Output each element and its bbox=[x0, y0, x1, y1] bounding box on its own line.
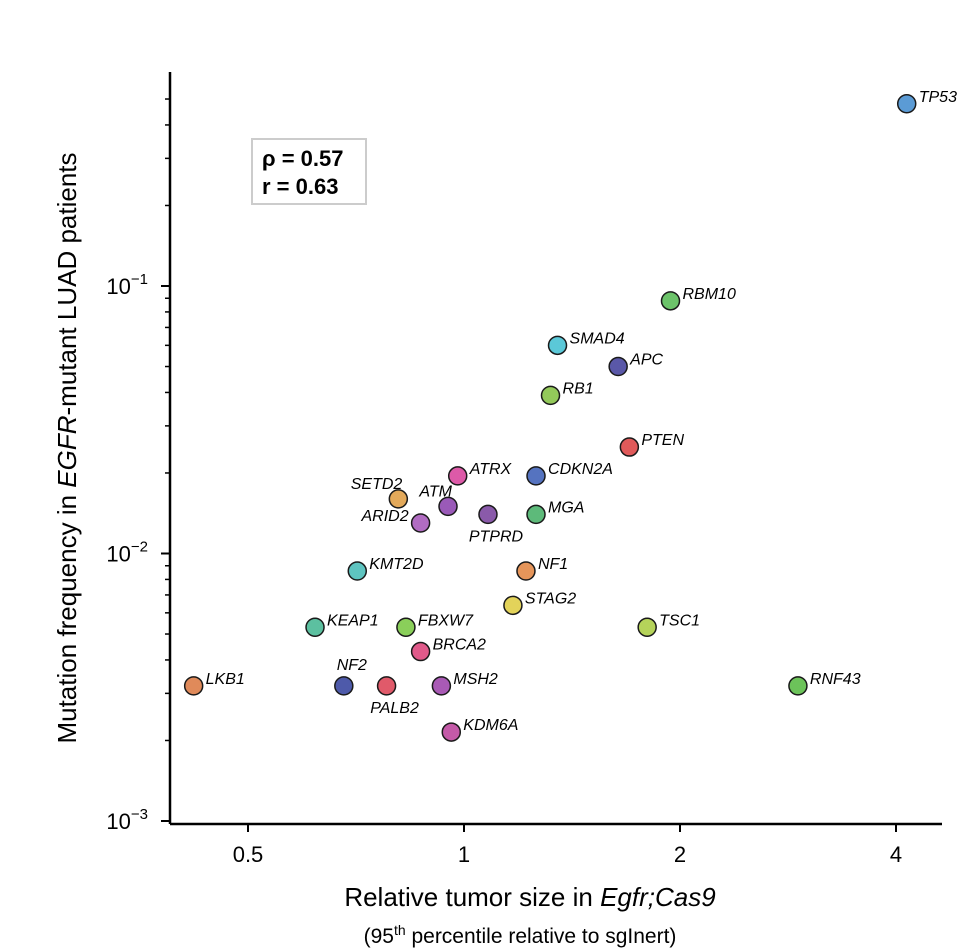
point-arid2 bbox=[410, 513, 431, 533]
y-tick-label: 10−1 bbox=[106, 271, 148, 299]
point-atrx bbox=[447, 466, 468, 486]
point-label-stag2: STAG2 bbox=[525, 590, 576, 607]
point-label-brca2: BRCA2 bbox=[433, 637, 486, 654]
point-mga bbox=[526, 504, 546, 525]
point-label-lkb1: LKB1 bbox=[206, 671, 245, 688]
point-fbxw7 bbox=[396, 617, 416, 638]
x-tick-label: 4 bbox=[890, 842, 902, 867]
pearson-stat: r = 0.63 bbox=[262, 174, 338, 199]
point-brca2 bbox=[410, 641, 431, 662]
point-label-mga: MGA bbox=[548, 499, 584, 516]
axes: 0.5 1 2 4 10−3 10−2 10−1 bbox=[106, 72, 942, 867]
point-label-nf1: NF1 bbox=[538, 556, 568, 573]
point-cdkn2a bbox=[526, 466, 546, 486]
x-axis-title: Relative tumor size in Egfr;Cas9 bbox=[344, 882, 715, 912]
point-nf1 bbox=[516, 561, 536, 581]
point-rnf43 bbox=[788, 676, 808, 696]
point-label-tp53: TP53 bbox=[919, 89, 957, 106]
point-label-setd2: SETD2 bbox=[351, 476, 403, 493]
point-label-cdkn2a: CDKN2A bbox=[548, 461, 613, 478]
x-tick-label: 1 bbox=[458, 842, 470, 867]
x-axis-subtitle: (95th percentile relative to sgInert) bbox=[364, 922, 677, 948]
point-label-ptprd: PTPRD bbox=[469, 528, 524, 545]
point-stag2 bbox=[503, 595, 523, 616]
point-label-rbm10: RBM10 bbox=[683, 286, 736, 303]
point-pten bbox=[619, 437, 640, 457]
y-tick-label: 10−3 bbox=[106, 806, 148, 834]
point-label-smad4: SMAD4 bbox=[570, 330, 625, 347]
point-palb2 bbox=[376, 676, 397, 696]
x-tick-label: 0.5 bbox=[233, 842, 264, 867]
data-points bbox=[183, 94, 917, 742]
point-label-fbxw7: FBXW7 bbox=[418, 612, 474, 629]
point-label-nf2: NF2 bbox=[337, 657, 367, 674]
point-nf2 bbox=[334, 676, 354, 696]
point-msh2 bbox=[431, 676, 452, 696]
point-label-kdm6a: KDM6A bbox=[463, 717, 518, 734]
point-lkb1 bbox=[183, 676, 204, 696]
point-label-tsc1: TSC1 bbox=[659, 612, 700, 629]
point-label-atm: ATM bbox=[418, 483, 452, 500]
point-ptprd bbox=[478, 504, 498, 525]
point-tp53 bbox=[896, 94, 917, 114]
point-label-rb1: RB1 bbox=[563, 380, 594, 397]
point-label-rnf43: RNF43 bbox=[810, 671, 861, 688]
point-kmt2d bbox=[347, 561, 368, 581]
point-rbm10 bbox=[660, 291, 681, 311]
point-setd2 bbox=[388, 489, 409, 509]
point-label-kmt2d: KMT2D bbox=[369, 556, 424, 573]
x-tick-label: 2 bbox=[674, 842, 686, 867]
point-rb1 bbox=[540, 385, 561, 406]
point-label-arid2: ARID2 bbox=[360, 508, 408, 525]
point-label-msh2: MSH2 bbox=[453, 671, 498, 688]
y-axis-title: Mutation frequency in EGFR-mutant LUAD p… bbox=[52, 152, 82, 743]
axis-titles: Relative tumor size in Egfr;Cas9 (95th pe… bbox=[52, 152, 716, 948]
point-keap1 bbox=[305, 617, 325, 638]
point-tsc1 bbox=[637, 617, 657, 638]
point-label-pten: PTEN bbox=[641, 432, 684, 449]
y-tick-label: 10−2 bbox=[106, 539, 148, 567]
correlation-stats-box: ρ = 0.57 r = 0.63 bbox=[251, 138, 367, 205]
point-smad4 bbox=[547, 335, 568, 356]
point-kdm6a bbox=[441, 722, 462, 742]
point-label-keap1: KEAP1 bbox=[327, 612, 379, 629]
point-label-palb2: PALB2 bbox=[370, 700, 419, 717]
point-apc bbox=[608, 356, 628, 377]
point-atm bbox=[438, 496, 458, 517]
point-label-atrx: ATRX bbox=[469, 461, 513, 478]
point-label-apc: APC bbox=[629, 352, 663, 369]
spearman-stat: ρ = 0.57 bbox=[262, 146, 344, 171]
